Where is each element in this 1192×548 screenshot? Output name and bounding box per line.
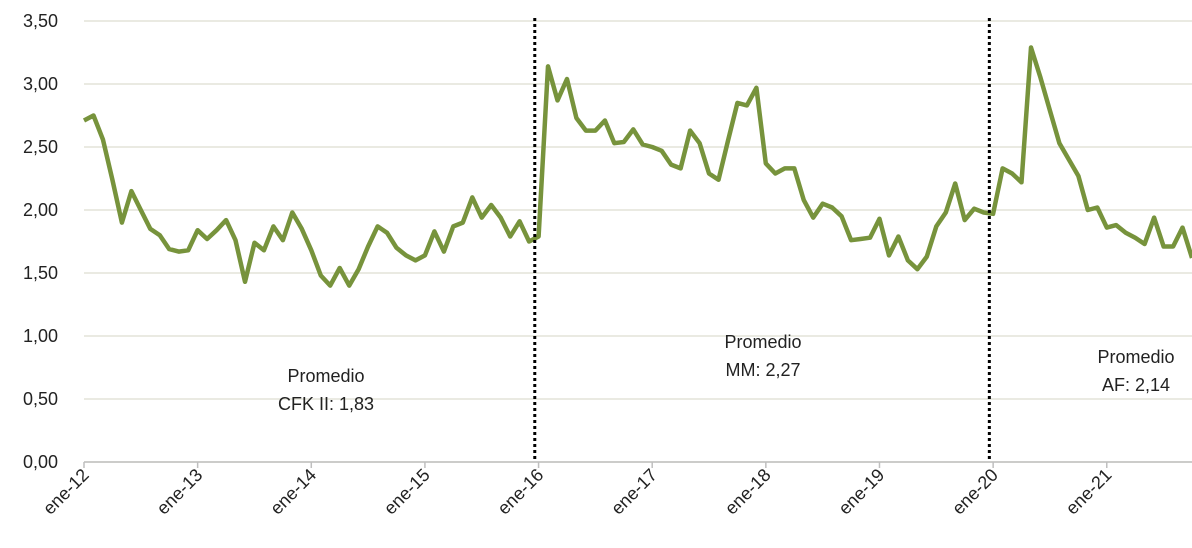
annotation: Promedio [287, 366, 364, 386]
y-tick-label: 1,00 [23, 326, 58, 346]
x-tick-label: ene-14 [266, 465, 320, 519]
data-line [82, 45, 1192, 288]
y-tick-label: 3,00 [23, 74, 58, 94]
x-tick-label: ene-17 [607, 465, 661, 519]
y-tick-label: 0,00 [23, 452, 58, 472]
y-tick-label: 3,50 [23, 11, 58, 31]
annotation: CFK II: 1,83 [278, 394, 374, 414]
x-tick-label: ene-19 [835, 465, 889, 519]
x-tick-label: ene-21 [1062, 465, 1116, 519]
annotation: Promedio [724, 332, 801, 352]
y-tick-label: 0,50 [23, 389, 58, 409]
x-tick-label: ene-18 [721, 465, 775, 519]
x-tick-label: ene-13 [153, 465, 207, 519]
annotation: Promedio [1097, 347, 1174, 367]
annotation: AF: 2,14 [1102, 375, 1170, 395]
y-tick-label: 2,00 [23, 200, 58, 220]
annotation: MM: 2,27 [725, 360, 800, 380]
x-tick-label: ene-15 [380, 465, 434, 519]
x-tick-label: ene-20 [948, 465, 1002, 519]
x-tick-label: ene-12 [39, 465, 93, 519]
y-tick-label: 1,50 [23, 263, 58, 283]
x-tick-label: ene-16 [494, 465, 548, 519]
y-tick-label: 2,50 [23, 137, 58, 157]
